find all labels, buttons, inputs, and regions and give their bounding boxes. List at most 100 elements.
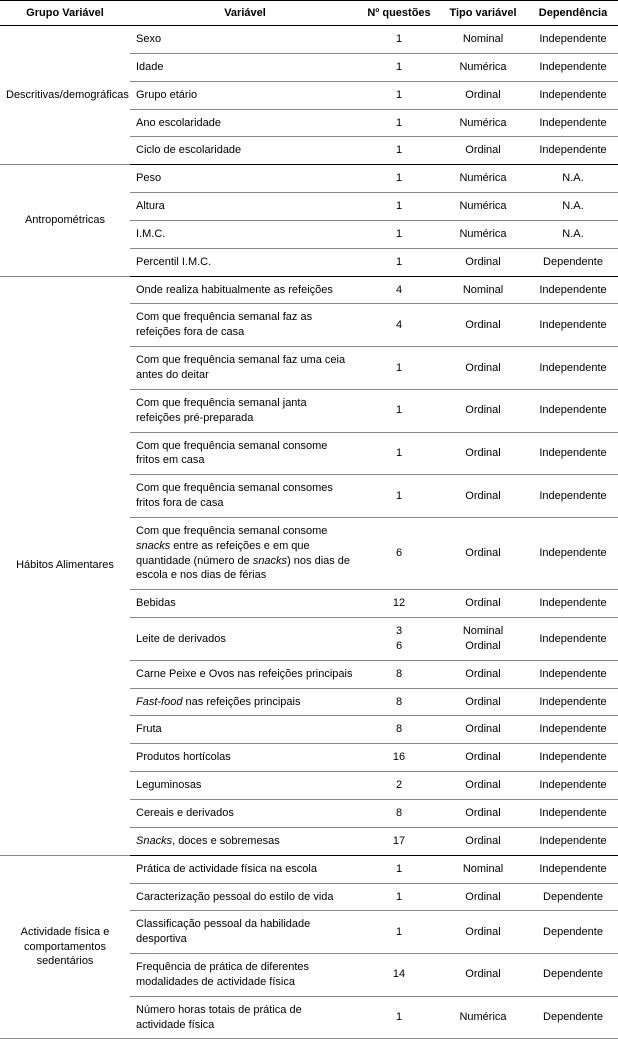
type-cell: Ordinal [438,716,528,744]
type-cell: Numérica [438,165,528,193]
variable-cell: Com que frequência semanal janta refeiçõ… [130,389,360,432]
header-row: Grupo Variável Variável Nº questões Tipo… [0,1,618,26]
col-dep: Dependência [528,1,618,26]
n-cell: 14 [360,954,438,997]
col-var: Variável [130,1,360,26]
type-cell: Ordinal [438,304,528,347]
type-cell: Ordinal [438,954,528,997]
type-cell: Ordinal [438,590,528,618]
dep-cell: Dependente [528,883,618,911]
col-group: Grupo Variável [0,1,130,26]
variable-cell: Carne Peixe e Ovos nas refeições princip… [130,660,360,688]
n-cell: 8 [360,716,438,744]
dep-cell: Independente [528,137,618,165]
n-cell: 1 [360,475,438,518]
type-cell: Numérica [438,996,528,1039]
n-cell: 12 [360,590,438,618]
dep-cell: Independente [528,304,618,347]
type-cell: Ordinal [438,517,528,589]
type-cell: NominalOrdinal [438,618,528,661]
group-cell: Hábitos Alimentares [0,276,130,855]
dep-cell: N.A. [528,193,618,221]
dep-cell: Independente [528,800,618,828]
dep-cell: Dependente [528,996,618,1039]
type-cell: Numérica [438,53,528,81]
variable-cell: Cereais e derivados [130,800,360,828]
type-cell: Ordinal [438,432,528,475]
col-n: Nº questões [360,1,438,26]
dep-cell: Dependente [528,954,618,997]
variable-cell: Com que frequência semanal consome snack… [130,517,360,589]
variable-cell: Fruta [130,716,360,744]
n-cell: 1 [360,53,438,81]
group-cell: Antropométricas [0,165,130,276]
variable-cell: Com que frequência semanal faz as refeiç… [130,304,360,347]
variable-cell: Fast-food nas refeições principais [130,688,360,716]
dep-cell: N.A. [528,165,618,193]
variable-cell: Ciclo de escolaridade [130,137,360,165]
n-cell: 8 [360,660,438,688]
variable-cell: Leguminosas [130,772,360,800]
dep-cell: Independente [528,81,618,109]
variable-cell: Idade [130,53,360,81]
type-cell: Ordinal [438,772,528,800]
n-cell: 1 [360,109,438,137]
dep-cell: Independente [528,827,618,855]
variable-cell: Snacks, doces e sobremesas [130,827,360,855]
table-body: Descritivas/demográficasSexo1NominalInde… [0,26,618,1039]
dep-cell: Independente [528,660,618,688]
table-row: AntropométricasPeso1NuméricaN.A. [0,165,618,193]
dep-cell: Independente [528,389,618,432]
dep-cell: Independente [528,109,618,137]
n-cell: 1 [360,26,438,54]
type-cell: Ordinal [438,827,528,855]
n-cell: 4 [360,276,438,304]
dep-cell: Independente [528,432,618,475]
type-cell: Ordinal [438,744,528,772]
n-cell: 1 [360,248,438,276]
variable-cell: Caracterização pessoal do estilo de vida [130,883,360,911]
type-cell: Numérica [438,193,528,221]
type-cell: Ordinal [438,883,528,911]
variables-table: Grupo Variável Variável Nº questões Tipo… [0,0,618,1039]
n-cell: 2 [360,772,438,800]
dep-cell: Independente [528,688,618,716]
variable-cell: Altura [130,193,360,221]
n-cell: 8 [360,800,438,828]
variable-cell: Peso [130,165,360,193]
n-cell: 16 [360,744,438,772]
type-cell: Ordinal [438,800,528,828]
n-cell: 1 [360,165,438,193]
type-cell: Numérica [438,109,528,137]
type-cell: Ordinal [438,688,528,716]
variable-cell: Ano escolaridade [130,109,360,137]
n-cell: 17 [360,827,438,855]
n-cell: 1 [360,855,438,883]
variable-cell: Grupo etário [130,81,360,109]
variable-cell: Com que frequência semanal consome frito… [130,432,360,475]
dep-cell: Independente [528,347,618,390]
dep-cell: Dependente [528,911,618,954]
n-cell: 4 [360,304,438,347]
type-cell: Numérica [438,220,528,248]
type-cell: Ordinal [438,660,528,688]
n-cell: 1 [360,193,438,221]
group-cell: Descritivas/demográficas [0,26,130,165]
n-cell: 1 [360,347,438,390]
variable-cell: Bebidas [130,590,360,618]
dep-cell: N.A. [528,220,618,248]
variable-cell: Leite de derivados [130,618,360,661]
dep-cell: Independente [528,276,618,304]
variable-cell: Prática de actividade física na escola [130,855,360,883]
type-cell: Ordinal [438,137,528,165]
type-cell: Nominal [438,276,528,304]
group-cell: Actividade física e comportamentos seden… [0,855,130,1039]
dep-cell: Independente [528,618,618,661]
n-cell: 1 [360,432,438,475]
table-row: Hábitos AlimentaresOnde realiza habitual… [0,276,618,304]
n-cell: 1 [360,81,438,109]
dep-cell: Independente [528,517,618,589]
n-cell: 8 [360,688,438,716]
variable-cell: Frequência de prática de diferentes moda… [130,954,360,997]
n-cell: 6 [360,517,438,589]
